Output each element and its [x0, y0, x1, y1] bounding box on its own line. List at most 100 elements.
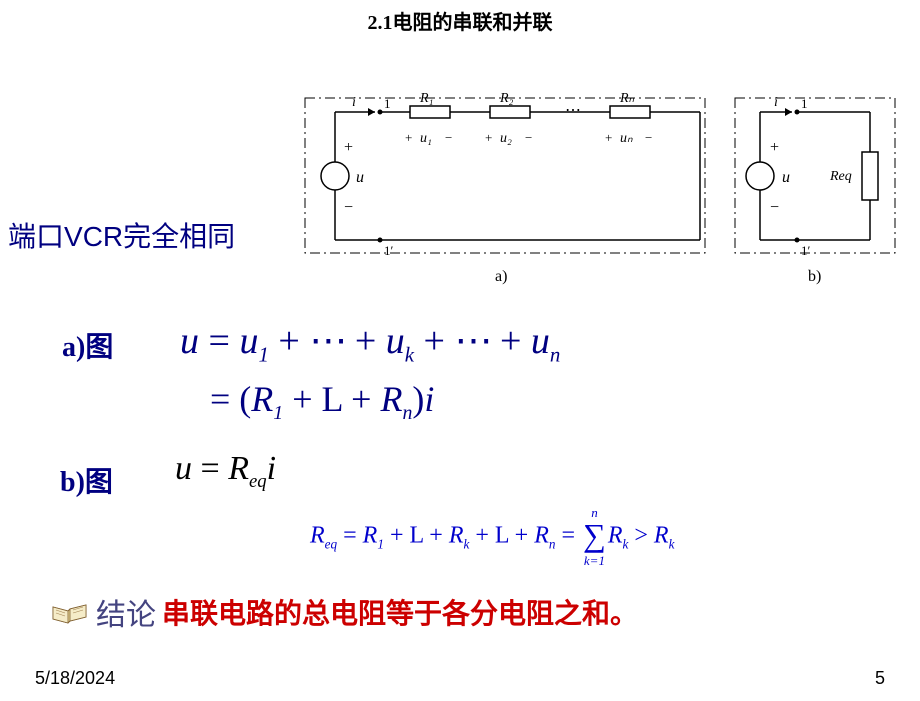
eq-a1-s1: 1	[258, 343, 268, 367]
eq-a2-p2: +	[342, 379, 380, 419]
terminal1-b: 1	[801, 96, 808, 111]
eq-req-sk3: k	[669, 536, 675, 551]
i-label-a: i	[352, 95, 356, 110]
caption-a: a)	[495, 268, 507, 286]
u1-label: u₁	[420, 131, 432, 146]
eq-a2-R1: R	[251, 379, 273, 419]
eq-req-L1: L	[409, 523, 423, 549]
eq-a1-p4: +	[490, 320, 530, 362]
un-plus: +	[605, 130, 612, 145]
port-vcr-note: 端口VCR完全相同	[8, 215, 235, 255]
row-a: a)图	[62, 325, 113, 365]
eq-a1-u: u	[180, 320, 199, 362]
eq-a1-p3: +	[414, 320, 454, 362]
eq-req-Rk: R	[449, 523, 464, 549]
un-label: uₙ	[620, 131, 633, 146]
eq-a1-d1: ⋯	[309, 320, 345, 362]
rn-label: Rₙ	[619, 91, 635, 106]
circuit-a: i 1 1′ + u − R₁ R₂ ⋯ Rₙ + u₁ −	[300, 90, 710, 270]
book-icon	[50, 597, 90, 627]
eq-b-i: i	[267, 450, 276, 487]
eq-a1-sk: k	[405, 343, 414, 367]
u-label-b: u	[782, 169, 790, 186]
u-plus-b: +	[770, 139, 779, 156]
note-vcr: VCR	[64, 221, 123, 252]
r2-label: R₂	[499, 91, 514, 106]
eq-b-R: R	[228, 450, 249, 487]
eq-b-eq: =	[192, 450, 228, 487]
eq-a2-L: L	[322, 379, 343, 419]
circuit-b-svg: i 1 Req 1′ + u −	[730, 90, 900, 270]
conclusion-row: 结论 串联电路的总电阻等于各分电阻之和。	[50, 590, 638, 634]
u-plus-a: +	[344, 139, 353, 156]
eq-req-Rk2: R	[608, 523, 623, 549]
eq-b-u: u	[175, 450, 192, 487]
footer-date: 5/18/2024	[35, 668, 115, 689]
r1-label: R₁	[419, 91, 433, 106]
terminal1p-b: 1′	[801, 243, 811, 258]
eq-req-R: R	[310, 523, 325, 549]
note-pre: 端口	[8, 222, 64, 253]
label-a: a)图	[62, 325, 113, 365]
eq-req-p3: +	[469, 523, 495, 549]
equation-req: Req = R1 + L + Rk + L + Rn = n∑k=1Rk > R…	[310, 505, 674, 569]
i-label-b: i	[774, 95, 778, 110]
eq-a1-uk: u	[386, 320, 405, 362]
sum-bot: k=1	[583, 553, 606, 569]
eq-a1-un: u	[531, 320, 550, 362]
u2-plus: +	[485, 130, 492, 145]
footer-page: 5	[875, 668, 885, 689]
u2-minus: −	[525, 130, 532, 145]
equation-a1: u = u1 + ⋯ + uk + ⋯ + un	[180, 318, 560, 368]
eq-req-s1: 1	[377, 536, 384, 551]
eq-a1-p2: +	[345, 320, 385, 362]
eq-a1-p1: +	[269, 320, 309, 362]
circuit-b: i 1 Req 1′ + u − b)	[730, 90, 900, 270]
eq-a2-s1: 1	[273, 402, 283, 424]
eq-a2-sn: n	[402, 402, 412, 424]
eq-req-Rn: R	[534, 523, 549, 549]
caption-b: b)	[808, 268, 821, 286]
eq-req-p2: +	[423, 523, 449, 549]
terminal1p-a: 1′	[384, 243, 394, 258]
eq-a1-sn: n	[550, 343, 560, 367]
eq-req-eq2: =	[555, 523, 581, 549]
eq-req-Rk3: R	[654, 523, 669, 549]
req-label: Req	[829, 169, 852, 184]
eq-req-seq: eq	[325, 536, 337, 551]
eq-a2-p1: +	[283, 379, 321, 419]
eq-a1-eq: =	[199, 320, 239, 362]
eq-req-gt: >	[628, 523, 654, 549]
u1-plus: +	[405, 130, 412, 145]
page-title: 2.1电阻的串联和并联	[0, 0, 920, 35]
conclusion-text: 串联电路的总电阻等于各分电阻之和。	[162, 592, 638, 632]
eq-a1-u1: u	[239, 320, 258, 362]
conclusion-label: 结论	[96, 590, 156, 634]
eq-req-p1: +	[384, 523, 410, 549]
eq-req-p4: +	[509, 523, 535, 549]
eq-a1-d2: ⋯	[454, 320, 490, 362]
sum-icon: n∑k=1	[583, 505, 606, 569]
un-minus: −	[645, 130, 652, 145]
eq-b-seq: eq	[249, 471, 267, 492]
eq-req-L2: L	[495, 523, 509, 549]
u-minus-b: −	[770, 199, 779, 216]
note-post: 完全相同	[123, 222, 235, 253]
u-minus-a: −	[344, 199, 353, 216]
eq-req-eq1: =	[337, 523, 363, 549]
eq-a2-i: i	[424, 379, 434, 419]
eq-req-R1: R	[363, 523, 378, 549]
label-b: b)图	[60, 460, 113, 500]
equation-b: u = Reqi	[175, 450, 276, 493]
u2-label: u₂	[500, 131, 512, 146]
circuit-diagram-region: i 1 1′ + u − R₁ R₂ ⋯ Rₙ + u₁ −	[300, 90, 900, 290]
eq-a2-Rn: R	[380, 379, 402, 419]
eq-a2-eq: = (	[210, 379, 251, 419]
equation-a2: = (R1 + L + Rn)i	[210, 378, 434, 425]
u-label-a: u	[356, 169, 364, 186]
ellipsis-a: ⋯	[565, 102, 581, 119]
eq-a2-close: )	[412, 379, 424, 419]
circuit-a-svg: i 1 1′ + u − R₁ R₂ ⋯ Rₙ + u₁ −	[300, 90, 710, 270]
terminal1-a: 1	[384, 96, 391, 111]
u1-minus: −	[445, 130, 452, 145]
